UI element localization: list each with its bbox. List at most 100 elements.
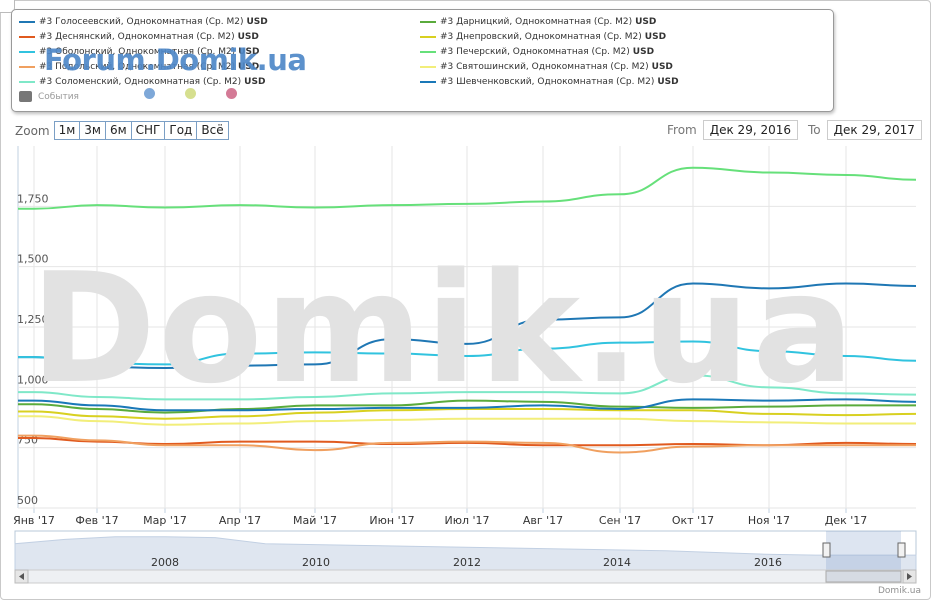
zoom-all-button[interactable]: Всё xyxy=(196,121,229,140)
legend-item[interactable]: #3 Святошинский, Однокомнатная (Ср. М2) U… xyxy=(420,59,673,74)
y-tick-label: 1,750 xyxy=(17,192,49,205)
series-line xyxy=(17,408,917,420)
series-line xyxy=(17,399,916,414)
series-line xyxy=(18,340,917,366)
zoom-ytd-button[interactable]: СНГ xyxy=(130,121,166,140)
events-swatch xyxy=(19,91,32,102)
x-tick-label: Июн '17 xyxy=(369,514,414,527)
legend-label: #3 Деснянский, Однокомнатная (Ср. М2) xyxy=(39,31,235,42)
legend-swatch xyxy=(420,20,436,23)
legend-swatch xyxy=(19,50,35,53)
legend-label: #3 Оболонский, Однокомнатная (Ср. М2) xyxy=(39,46,236,57)
to-label: To xyxy=(808,123,821,137)
legend-swatch xyxy=(420,80,436,83)
x-tick-label: Мар '17 xyxy=(143,514,187,527)
legend-unit: USD xyxy=(644,31,667,42)
from-label: From xyxy=(667,123,697,137)
legend-swatch xyxy=(420,35,436,38)
legend-unit: USD xyxy=(657,76,679,87)
zoom-bar: Zoom 1м 3м 6м СНГ Год Всё xyxy=(15,121,229,140)
x-tick-label: Май '17 xyxy=(293,514,337,527)
navigator-label: 2012 xyxy=(453,556,481,569)
series-line xyxy=(18,415,916,426)
events-label: События xyxy=(38,91,79,102)
legend-item[interactable]: #3 Печерский, Однокомнатная (Ср. М2) USD xyxy=(420,44,654,59)
legend-unit: USD xyxy=(632,46,655,57)
legend-item[interactable]: #3 Оболонский, Однокомнатная (Ср. М2) USD xyxy=(19,44,259,59)
series-line xyxy=(18,374,917,401)
legend-label: #3 Соломенский, Однокомнатная (Ср. М2) xyxy=(39,76,242,87)
x-tick-label: Дек '17 xyxy=(825,514,868,527)
from-date-input[interactable]: Дек 29, 2016 xyxy=(702,120,798,140)
legend-swatch xyxy=(420,50,436,53)
y-tick-label: 1,500 xyxy=(17,253,49,266)
legend-unit: USD xyxy=(246,16,268,27)
legend-swatch xyxy=(19,20,35,23)
legend-unit: USD xyxy=(237,31,259,42)
arrow-left-icon xyxy=(19,573,24,580)
zoom-label: Zoom xyxy=(15,123,50,138)
y-tick-label: 500 xyxy=(17,494,38,507)
legend-unit: USD xyxy=(237,61,260,72)
legend-label: #3 Шевченковский, Однокомнатная (Ср. М2) xyxy=(440,76,655,87)
legend-label: #3 Подольский, Однокомнатная (Ср. М2) xyxy=(39,61,235,72)
legend-label: #3 Святошинский, Однокомнатная (Ср. М2) xyxy=(440,61,649,72)
navigator-window xyxy=(826,531,901,570)
legend-item[interactable]: #3 Подольский, Однокомнатная (Ср. М2) USD xyxy=(19,59,259,74)
navigator-series xyxy=(14,536,917,571)
navigator-handle[interactable] xyxy=(822,542,831,558)
zoom-3m-button[interactable]: 3м xyxy=(79,121,106,140)
legend-label: #3 Голосеевский, Однокомнатная (Ср. М2) xyxy=(39,16,244,27)
zoom-1y-button[interactable]: Год xyxy=(164,121,198,140)
navigator-handle[interactable] xyxy=(897,542,906,558)
legend-item[interactable]: #3 Шевченковский, Однокомнатная (Ср. М2)… xyxy=(420,74,679,89)
navigator-label: 2016 xyxy=(754,556,782,569)
x-tick-label: Ноя '17 xyxy=(748,514,790,527)
event-dot[interactable] xyxy=(144,88,155,99)
legend-events-item[interactable]: События xyxy=(19,91,79,102)
legend-item[interactable]: #3 Голосеевский, Однокомнатная (Ср. М2) U… xyxy=(19,14,268,29)
y-tick-label: 1,250 xyxy=(17,313,49,326)
navigator-label: 2014 xyxy=(603,556,631,569)
legend-item[interactable]: #3 Дарницкий, Однокомнатная (Ср. М2) USD xyxy=(420,14,656,29)
watermark-forum: Forum.Domik.ua xyxy=(44,43,307,77)
legend-label: #3 Печерский, Однокомнатная (Ср. М2) xyxy=(440,46,630,57)
legend-unit: USD xyxy=(635,16,657,27)
legend-item[interactable]: #3 Деснянский, Однокомнатная (Ср. М2) USD xyxy=(19,29,259,44)
legend-unit: USD xyxy=(244,76,266,87)
legend-swatch xyxy=(19,35,35,38)
x-tick-label: Авг '17 xyxy=(523,514,563,527)
event-dot[interactable] xyxy=(185,88,196,99)
legend-swatch xyxy=(420,65,436,68)
navigator-label: 2008 xyxy=(151,556,179,569)
x-tick-label: Апр '17 xyxy=(219,514,261,527)
credit-label[interactable]: Domik.ua xyxy=(878,586,921,596)
legend-swatch xyxy=(19,80,35,83)
legend-label: #3 Дарницкий, Однокомнатная (Ср. М2) xyxy=(440,16,633,27)
series-line xyxy=(18,398,917,412)
arrow-right-icon xyxy=(907,573,912,580)
to-date-input[interactable]: Дек 29, 2017 xyxy=(826,120,922,140)
legend-unit: USD xyxy=(651,61,673,72)
x-tick-label: Окт '17 xyxy=(672,514,714,527)
scrollbar-thumb[interactable] xyxy=(825,570,902,583)
scrollbar-track xyxy=(14,569,917,584)
range-selector: From Дек 29, 2016 To Дек 29, 2017 xyxy=(667,120,922,140)
x-tick-label: Янв '17 xyxy=(13,514,55,527)
event-dot[interactable] xyxy=(226,88,237,99)
legend-label: #3 Днепровский, Однокомнатная (Ср. М2) xyxy=(440,31,642,42)
y-tick-label: 1,000 xyxy=(17,373,49,386)
legend-unit: USD xyxy=(238,46,260,57)
legend-swatch xyxy=(19,65,35,68)
x-tick-label: Июл '17 xyxy=(444,514,489,527)
x-tick-label: Фев '17 xyxy=(75,514,118,527)
series-line xyxy=(18,166,917,210)
legend-item[interactable]: #3 Соломенский, Однокомнатная (Ср. М2) US… xyxy=(19,74,265,89)
series-line xyxy=(18,282,917,370)
legend-item[interactable]: #3 Днепровский, Однокомнатная (Ср. М2) US… xyxy=(420,29,666,44)
series-line xyxy=(18,434,916,454)
zoom-6m-button[interactable]: 6м xyxy=(104,121,132,140)
y-tick-label: 750 xyxy=(17,434,38,447)
x-tick-label: Сен '17 xyxy=(599,514,641,527)
